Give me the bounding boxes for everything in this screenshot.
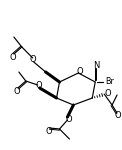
Text: Br: Br [105, 78, 114, 87]
Text: O: O [14, 87, 20, 96]
Text: O: O [45, 126, 52, 135]
Text: O: O [104, 88, 111, 98]
Text: O: O [10, 52, 16, 62]
Text: O: O [35, 81, 42, 90]
Text: O: O [115, 111, 121, 120]
Text: O: O [29, 54, 36, 63]
Text: N: N [93, 60, 99, 69]
Text: O: O [65, 116, 72, 124]
Text: O: O [76, 66, 83, 75]
